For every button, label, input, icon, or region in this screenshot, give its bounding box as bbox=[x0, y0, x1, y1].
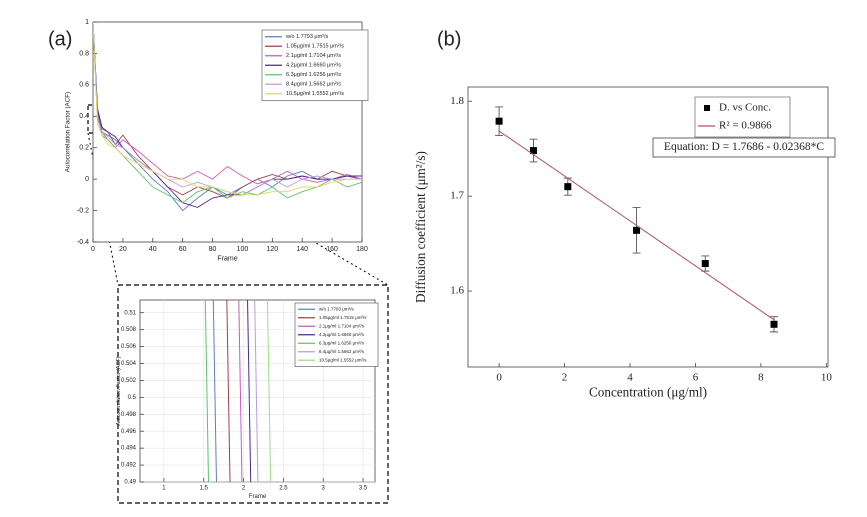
legend-label: 6.3μg/ml 1.6256 μm²/s bbox=[319, 340, 365, 345]
y-tick-label: 1.6 bbox=[450, 285, 464, 297]
series-line bbox=[93, 22, 362, 204]
x-tick-label: 4 bbox=[627, 372, 633, 384]
x-axis-label: Frame bbox=[249, 494, 267, 500]
x-tick-label: 2 bbox=[242, 486, 246, 492]
x-tick-label: 1.5 bbox=[200, 486, 209, 492]
y-tick-label: -0.4 bbox=[77, 239, 89, 246]
x-tick-label: 3 bbox=[322, 486, 326, 492]
legend-label: 2.1μg/ml 1.7104 μm²/s bbox=[286, 53, 341, 59]
x-tick-label: 40 bbox=[149, 246, 157, 253]
legend-swatch bbox=[704, 105, 710, 111]
x-tick-label: 160 bbox=[326, 246, 338, 253]
legend-label: 1.05μg/ml 1.7515 μm²/s bbox=[286, 44, 344, 50]
data-point bbox=[529, 147, 537, 155]
legend-label: 1.05μg/ml 1.7515 μm²/s bbox=[319, 315, 367, 320]
panel-label: (b) bbox=[437, 28, 461, 50]
x-tick-label: 10 bbox=[821, 372, 833, 384]
data-point bbox=[495, 117, 503, 125]
data-point bbox=[633, 226, 641, 234]
legend-label: 8.4μg/ml 1.5662 μm²/s bbox=[319, 349, 365, 354]
x-tick-label: 0 bbox=[91, 246, 95, 253]
series-line bbox=[247, 300, 252, 482]
series-line bbox=[238, 300, 243, 482]
legend-label: 2.1μg/ml 1.7104 μm²/s bbox=[319, 323, 365, 328]
y-tick-label: 0.506 bbox=[121, 344, 137, 350]
y-tick-label: 0.49 bbox=[124, 480, 136, 486]
legend-label: 4.2μg/ml 1.6660 μm²/s bbox=[319, 332, 365, 337]
series-line bbox=[212, 300, 217, 482]
y-tick-label: 1.7 bbox=[450, 190, 464, 202]
x-tick-label: 100 bbox=[237, 246, 249, 253]
legend-label: 10.5μg/ml 1.5552 μm²/s bbox=[319, 357, 367, 362]
legend-label: D. vs Conc. bbox=[719, 102, 771, 114]
legend-label: w/o 1.7793 μm²/s bbox=[319, 306, 354, 311]
y-tick-label: -0.2 bbox=[77, 207, 89, 214]
x-tick-label: 80 bbox=[209, 246, 217, 253]
series-line bbox=[204, 300, 210, 482]
annotation-box bbox=[652, 137, 836, 158]
x-tick-label: 6 bbox=[693, 372, 699, 384]
legend-label: 8.4μg/ml 1.5662 μm²/s bbox=[286, 82, 341, 88]
y-tick-label: 0.492 bbox=[121, 463, 137, 469]
series-line bbox=[498, 130, 775, 321]
data-point bbox=[770, 320, 778, 328]
series-line bbox=[93, 22, 362, 196]
x-axis-label: Frame bbox=[217, 256, 237, 263]
y-tick-label: 0.508 bbox=[121, 327, 137, 333]
y-tick-label: 1 bbox=[85, 19, 89, 26]
legend-label: 6.3μg/ml 1.6256 μm²/s bbox=[286, 72, 341, 78]
x-tick-label: 140 bbox=[296, 246, 308, 253]
x-tick-label: 60 bbox=[179, 246, 187, 253]
series-line bbox=[266, 300, 272, 482]
x-tick-label: 8 bbox=[758, 372, 764, 384]
series-line bbox=[226, 300, 231, 482]
data-point bbox=[564, 183, 572, 191]
x-tick-label: 20 bbox=[119, 246, 127, 253]
legend-label: w/o 1.7793 μm²/s bbox=[285, 34, 329, 40]
legend-label: 10.5μg/ml 1.5552 μm²/s bbox=[286, 91, 344, 97]
y-tick-label: 0.6 bbox=[79, 82, 89, 89]
y-tick-label: 0.51 bbox=[124, 310, 136, 316]
y-tick-label: 0.498 bbox=[121, 412, 137, 418]
y-axis-label: Autocorrelation Factor (ACF) bbox=[116, 356, 122, 425]
series-line bbox=[93, 22, 362, 196]
legend-label: R² = 0.9866 bbox=[719, 120, 772, 132]
y-axis-label: Diffusion coefficient (μm²/s) bbox=[413, 151, 428, 303]
y-tick-label: 0.4 bbox=[79, 113, 89, 120]
y-tick-label: 0.494 bbox=[121, 446, 137, 452]
y-tick-label: 1.8 bbox=[450, 95, 464, 107]
x-tick-label: 0 bbox=[496, 372, 502, 384]
x-tick-label: 180 bbox=[356, 246, 368, 253]
panel-label: (a) bbox=[48, 28, 72, 50]
y-tick-label: 0.8 bbox=[79, 50, 89, 57]
annotation: Equation: D = 1.7686 - 0.02368*C bbox=[664, 141, 824, 153]
y-tick-label: 0.502 bbox=[121, 378, 137, 384]
series-line bbox=[254, 300, 259, 482]
legend-box bbox=[694, 96, 791, 138]
y-tick-label: 0.504 bbox=[121, 361, 137, 367]
y-tick-label: 0.496 bbox=[121, 429, 137, 435]
legend-label: 4.2μg/ml 1.6660 μm²/s bbox=[286, 63, 341, 69]
x-tick-label: 2 bbox=[562, 372, 568, 384]
x-tick-label: 2.5 bbox=[279, 486, 288, 492]
legend-box bbox=[261, 29, 369, 101]
y-tick-label: 0.5 bbox=[128, 395, 137, 401]
data-point bbox=[701, 260, 709, 268]
y-tick-label: 0 bbox=[85, 176, 89, 183]
y-axis-label: Autocorrelation Factor (ACF) bbox=[64, 92, 71, 173]
y-tick-label: 0.2 bbox=[79, 145, 89, 152]
x-tick-label: 120 bbox=[266, 246, 278, 253]
x-tick-label: 3.5 bbox=[359, 486, 368, 492]
x-tick-label: 1 bbox=[162, 486, 166, 492]
x-axis-label: Concentration (μg/ml) bbox=[589, 384, 707, 399]
